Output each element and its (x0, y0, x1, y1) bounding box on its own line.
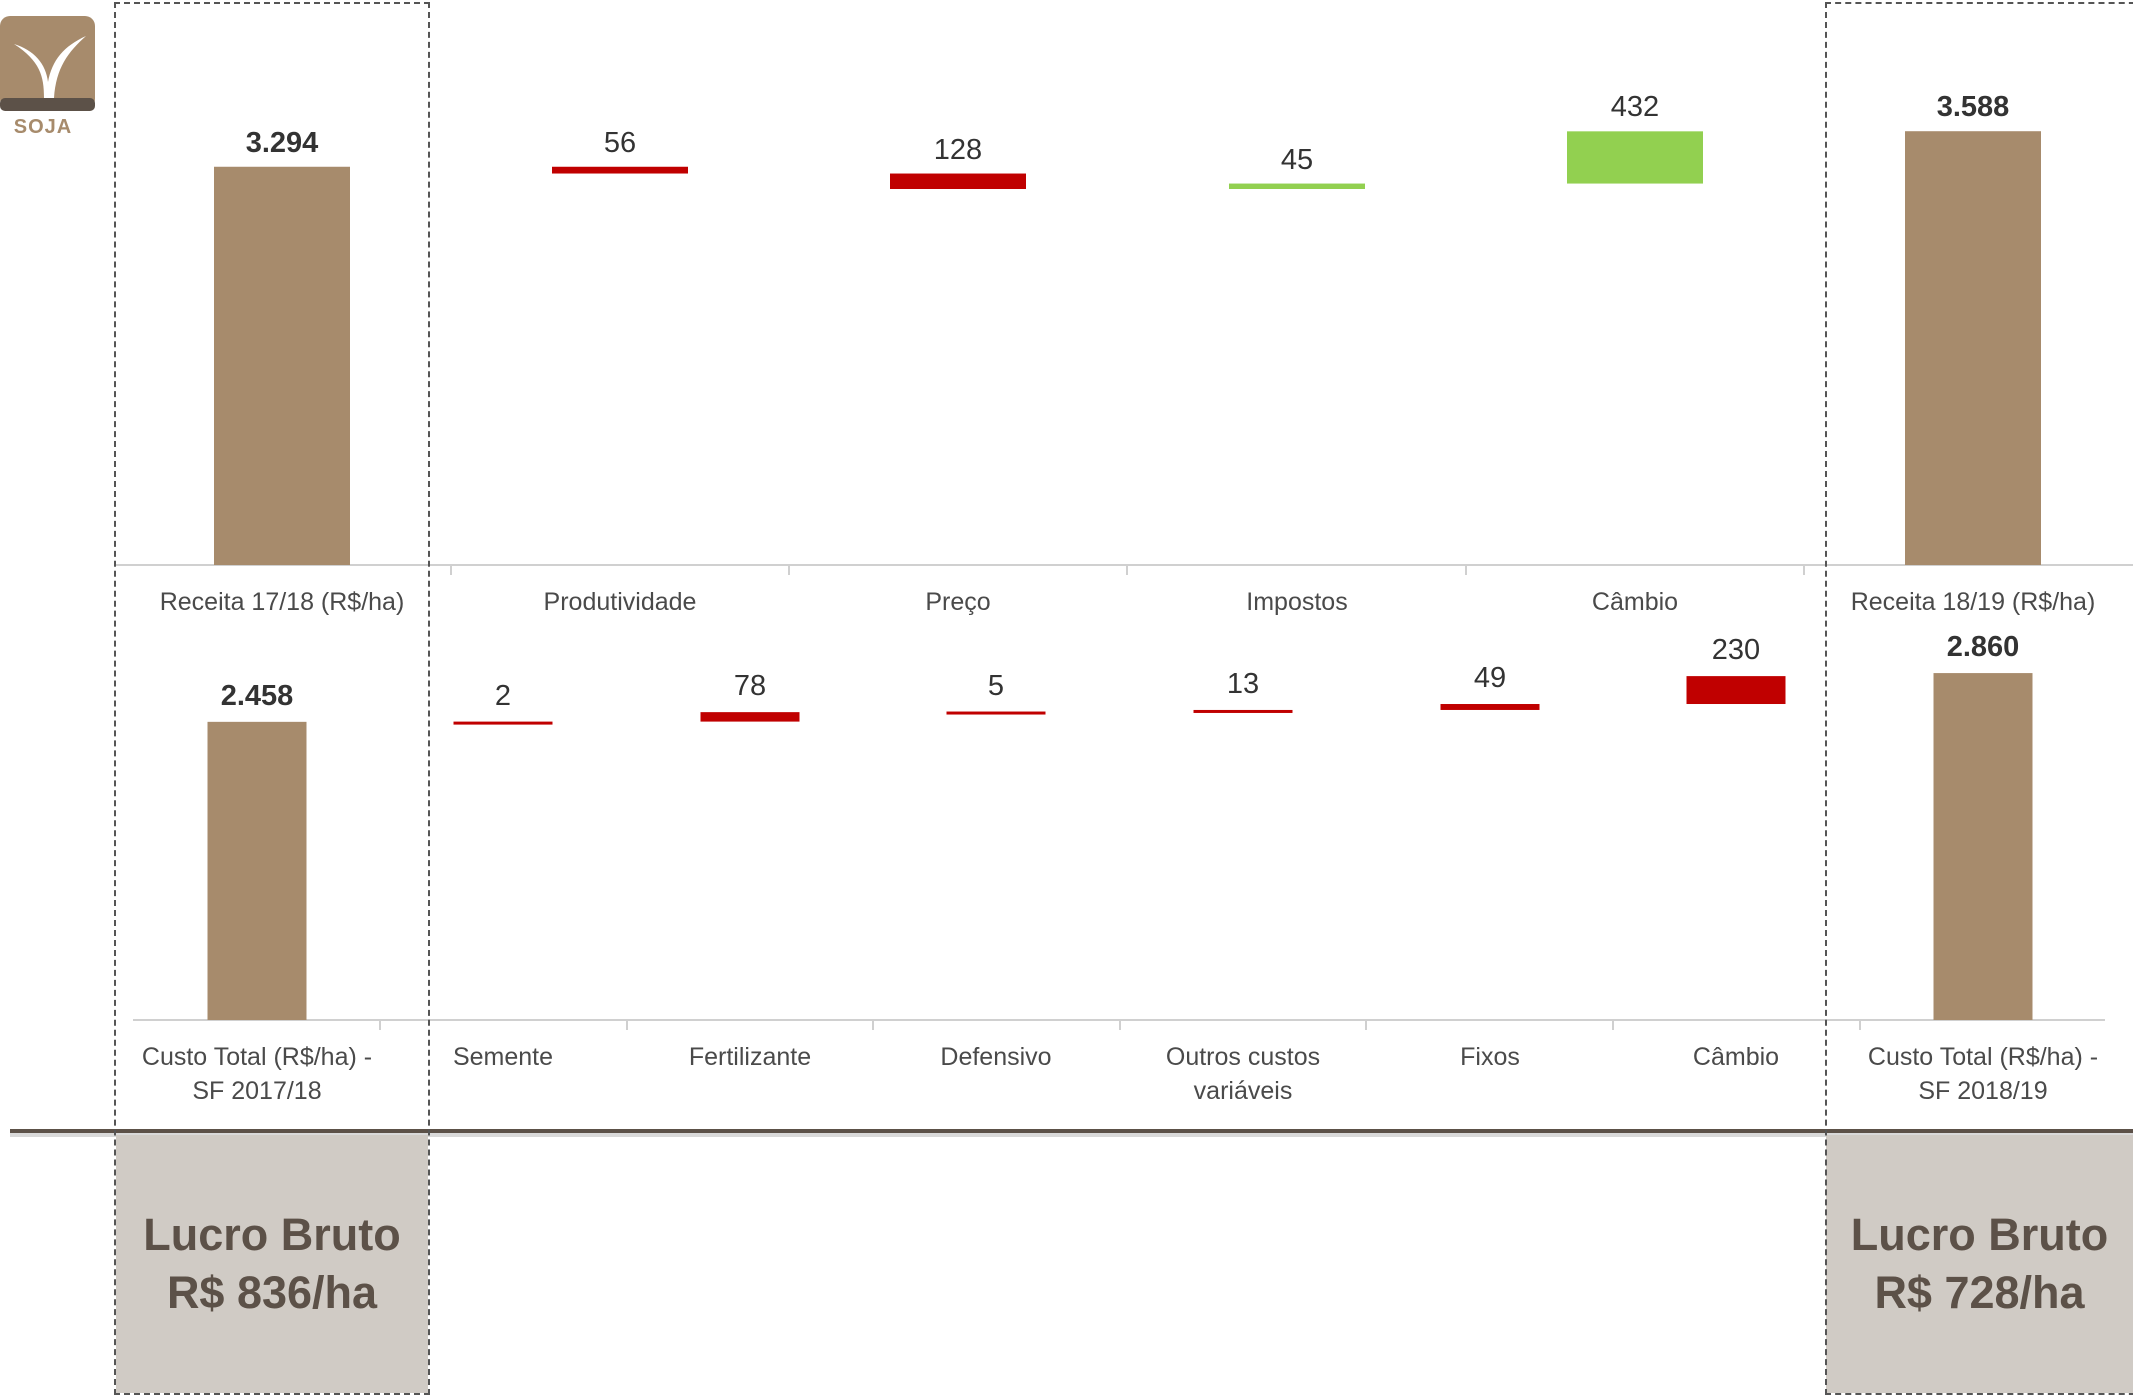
category-label: Câmbio (1692, 1043, 1780, 1071)
bar-2-0 (207, 721, 307, 1020)
section-divider (10, 1129, 2133, 1133)
bar-1-3 (1229, 183, 1365, 190)
value-label: 78 (733, 670, 767, 703)
value-label: 2 (494, 679, 512, 712)
bar-1-5 (1905, 131, 2041, 565)
dashed-frame-right (1825, 2, 2133, 1395)
value-label: 3.294 (245, 126, 319, 159)
value-label: 2.458 (220, 679, 294, 712)
category-label: Defensivo (940, 1043, 1052, 1071)
profit-left-title: Lucro Bruto (143, 1209, 401, 1260)
bar-2-5 (1440, 704, 1540, 710)
value-label: 5 (987, 669, 1005, 702)
bar-2-4 (1193, 709, 1293, 713)
category-label: Preço (925, 588, 991, 616)
value-label: 49 (1473, 662, 1507, 694)
value-label: 432 (1610, 91, 1660, 124)
bar-1-2 (890, 173, 1026, 190)
bar-1-4 (1567, 131, 1703, 184)
section-divider-shadow (10, 1133, 2133, 1137)
category-label: Fertilizante (688, 1043, 812, 1071)
logo-label: SOJA (13, 116, 73, 138)
category-label: Fixos (1460, 1043, 1520, 1071)
category-label: Custo Total (R$/ha) - SF 2017/18 (141, 1043, 373, 1105)
bar-2-6 (1686, 676, 1786, 705)
value-label: 56 (603, 126, 637, 159)
value-label: 2.860 (1946, 631, 2020, 664)
soja-logo (0, 16, 95, 116)
category-label: Outros custos variáveis (1165, 1043, 1321, 1105)
value-label: 230 (1711, 634, 1761, 667)
category-label: Receita 17/18 (R$/ha) (159, 588, 405, 616)
dashed-frame-left (114, 2, 430, 1395)
profit-left-value: R$ 836/ha (166, 1267, 378, 1318)
value-label: 45 (1280, 143, 1314, 176)
category-label: Câmbio (1591, 588, 1679, 616)
value-label: 128 (933, 133, 983, 166)
value-label: 3.588 (1936, 91, 2010, 124)
profit-right-value: R$ 728/ha (1874, 1267, 2085, 1318)
bar-2-3 (946, 711, 1046, 715)
bar-1-0 (214, 166, 350, 565)
category-label: Receita 18/19 (R$/ha) (1850, 588, 2096, 616)
bar-2-2 (700, 712, 800, 722)
category-label: Custo Total (R$/ha) - SF 2018/19 (1867, 1043, 2099, 1105)
value-label: 13 (1226, 667, 1260, 700)
category-label: Produtividade (543, 588, 697, 616)
bar-1-1 (552, 166, 688, 174)
bar-2-7 (1933, 673, 2033, 1020)
category-label: Semente (452, 1043, 554, 1071)
profit-right-title: Lucro Bruto (1850, 1209, 2109, 1260)
category-label: Impostos (1246, 588, 1348, 616)
profit-box-right: Lucro Bruto R$ 728/ha (1826, 1135, 2133, 1393)
sprout-icon (0, 16, 95, 111)
profit-box-left: Lucro Bruto R$ 836/ha (116, 1135, 428, 1393)
bar-2-1 (453, 721, 553, 725)
